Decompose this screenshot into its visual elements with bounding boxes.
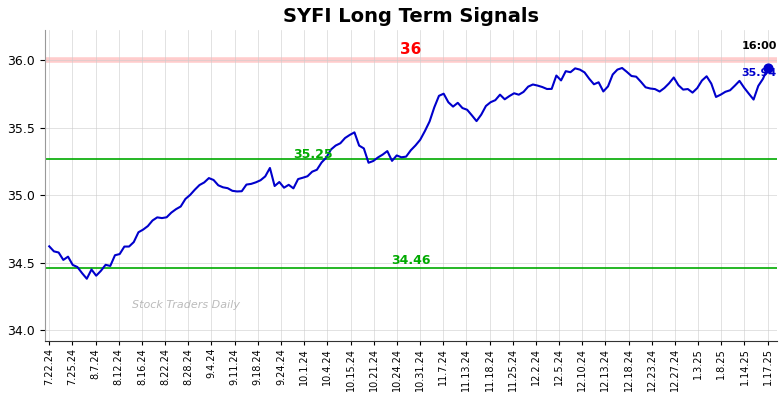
Title: SYFI Long Term Signals: SYFI Long Term Signals xyxy=(283,7,539,26)
Text: 34.46: 34.46 xyxy=(391,254,430,267)
Text: Stock Traders Daily: Stock Traders Daily xyxy=(132,300,241,310)
Text: 16:00: 16:00 xyxy=(742,41,777,51)
Point xyxy=(761,65,774,71)
Text: 35.94: 35.94 xyxy=(742,68,777,78)
Text: 35.25: 35.25 xyxy=(293,148,333,160)
Text: 36: 36 xyxy=(400,42,422,57)
